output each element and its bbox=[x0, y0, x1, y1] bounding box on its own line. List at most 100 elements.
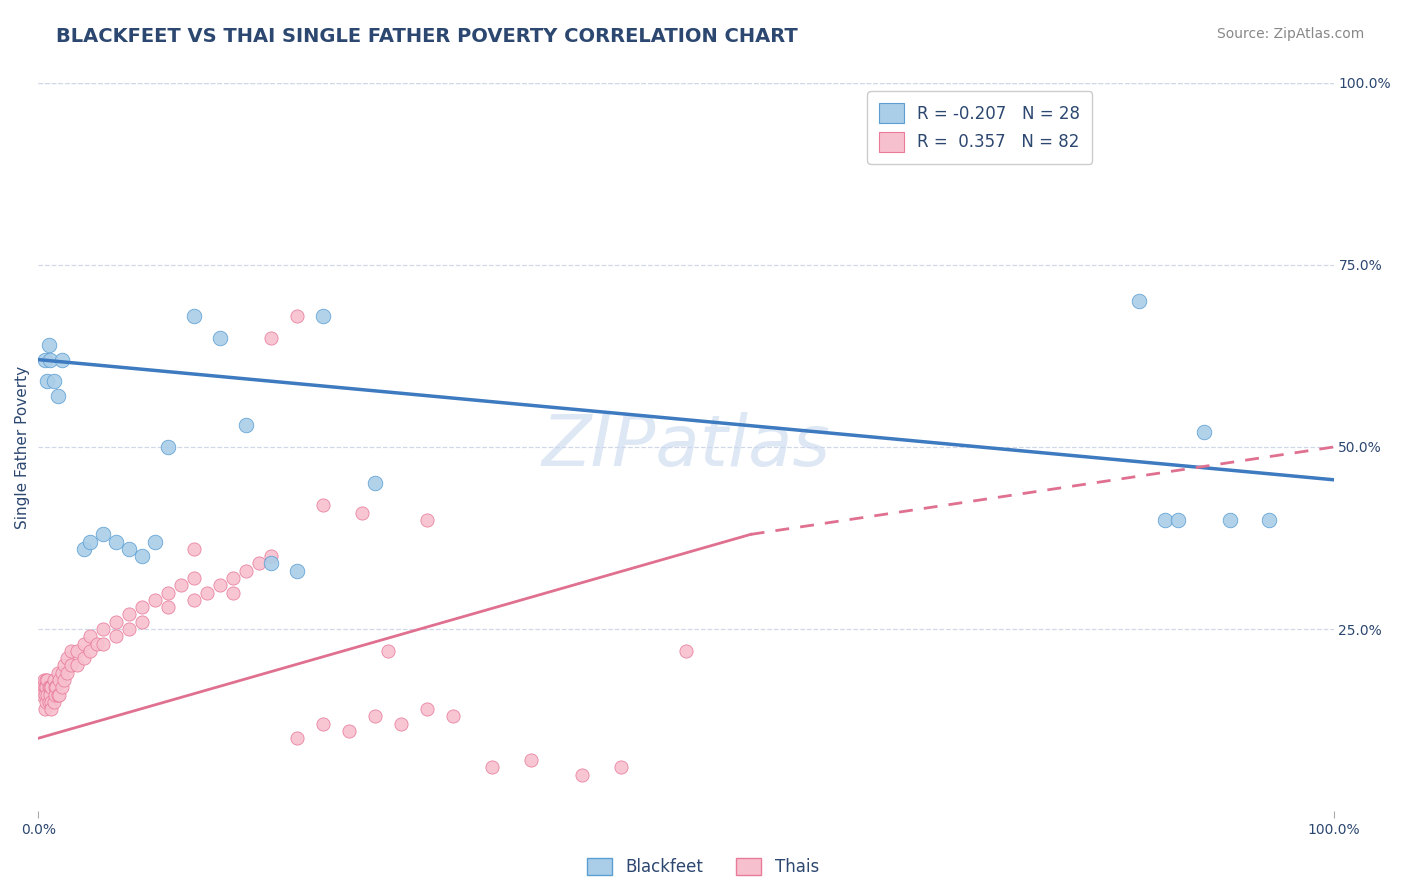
Point bbox=[73, 651, 96, 665]
Point bbox=[31, 688, 53, 702]
Point bbox=[118, 541, 141, 556]
Point bbox=[131, 600, 153, 615]
Point bbox=[118, 622, 141, 636]
Legend: R = -0.207   N = 28, R =  0.357   N = 82: R = -0.207 N = 28, R = 0.357 N = 82 bbox=[868, 91, 1092, 163]
Point bbox=[32, 673, 55, 687]
Point bbox=[105, 629, 128, 643]
Point bbox=[38, 695, 60, 709]
Point bbox=[42, 695, 65, 709]
Point bbox=[37, 688, 59, 702]
Point bbox=[170, 578, 193, 592]
Point bbox=[208, 578, 231, 592]
Point bbox=[260, 549, 283, 564]
Point bbox=[208, 331, 231, 345]
Point bbox=[38, 680, 60, 694]
Point bbox=[131, 549, 153, 564]
Point bbox=[35, 695, 58, 709]
Point bbox=[118, 607, 141, 622]
Point bbox=[364, 476, 387, 491]
Point bbox=[39, 680, 62, 694]
Point bbox=[156, 585, 179, 599]
Point bbox=[46, 389, 69, 403]
Point bbox=[51, 665, 73, 680]
Point bbox=[1167, 513, 1189, 527]
Point bbox=[247, 557, 270, 571]
Point bbox=[35, 680, 58, 694]
Point bbox=[39, 702, 62, 716]
Point bbox=[221, 585, 243, 599]
Point bbox=[34, 688, 56, 702]
Point bbox=[59, 644, 82, 658]
Point bbox=[86, 637, 108, 651]
Point bbox=[610, 760, 633, 774]
Point bbox=[260, 557, 283, 571]
Point bbox=[53, 658, 76, 673]
Point bbox=[156, 600, 179, 615]
Point bbox=[235, 418, 257, 433]
Point bbox=[1192, 425, 1215, 440]
Point bbox=[337, 723, 360, 738]
Point bbox=[481, 760, 503, 774]
Point bbox=[37, 375, 59, 389]
Point bbox=[675, 644, 697, 658]
Point bbox=[45, 680, 67, 694]
Point bbox=[183, 309, 205, 323]
Point bbox=[287, 309, 309, 323]
Text: ZIPatlas: ZIPatlas bbox=[541, 412, 831, 482]
Text: BLACKFEET VS THAI SINGLE FATHER POVERTY CORRELATION CHART: BLACKFEET VS THAI SINGLE FATHER POVERTY … bbox=[56, 27, 799, 45]
Point bbox=[312, 716, 335, 731]
Point bbox=[66, 658, 89, 673]
Point bbox=[1154, 513, 1177, 527]
Point bbox=[91, 622, 114, 636]
Point bbox=[287, 731, 309, 746]
Point bbox=[48, 673, 70, 687]
Point bbox=[389, 716, 412, 731]
Point bbox=[571, 767, 593, 781]
Point bbox=[56, 665, 79, 680]
Point bbox=[143, 593, 166, 607]
Point bbox=[34, 680, 56, 694]
Point bbox=[105, 534, 128, 549]
Point bbox=[416, 702, 439, 716]
Point bbox=[39, 352, 62, 367]
Point bbox=[221, 571, 243, 585]
Point bbox=[79, 644, 101, 658]
Point bbox=[1219, 513, 1241, 527]
Point bbox=[31, 680, 53, 694]
Point bbox=[235, 564, 257, 578]
Point bbox=[364, 709, 387, 723]
Point bbox=[519, 753, 541, 767]
Point bbox=[51, 680, 73, 694]
Point bbox=[46, 688, 69, 702]
Point bbox=[44, 688, 66, 702]
Point bbox=[79, 629, 101, 643]
Point bbox=[287, 564, 309, 578]
Point bbox=[42, 673, 65, 687]
Point bbox=[91, 527, 114, 541]
Point bbox=[1128, 294, 1150, 309]
Point bbox=[416, 513, 439, 527]
Point bbox=[79, 534, 101, 549]
Point bbox=[34, 702, 56, 716]
Legend: Blackfeet, Thais: Blackfeet, Thais bbox=[581, 851, 825, 882]
Point bbox=[34, 352, 56, 367]
Point bbox=[183, 541, 205, 556]
Point bbox=[35, 673, 58, 687]
Point bbox=[38, 338, 60, 352]
Point bbox=[312, 309, 335, 323]
Point bbox=[183, 593, 205, 607]
Point bbox=[73, 541, 96, 556]
Point bbox=[312, 498, 335, 512]
Point bbox=[44, 680, 66, 694]
Point bbox=[46, 665, 69, 680]
Point bbox=[48, 688, 70, 702]
Point bbox=[59, 658, 82, 673]
Point bbox=[42, 375, 65, 389]
Point bbox=[143, 534, 166, 549]
Point bbox=[56, 651, 79, 665]
Point bbox=[131, 615, 153, 629]
Point bbox=[53, 673, 76, 687]
Point bbox=[51, 352, 73, 367]
Point bbox=[73, 637, 96, 651]
Point bbox=[183, 571, 205, 585]
